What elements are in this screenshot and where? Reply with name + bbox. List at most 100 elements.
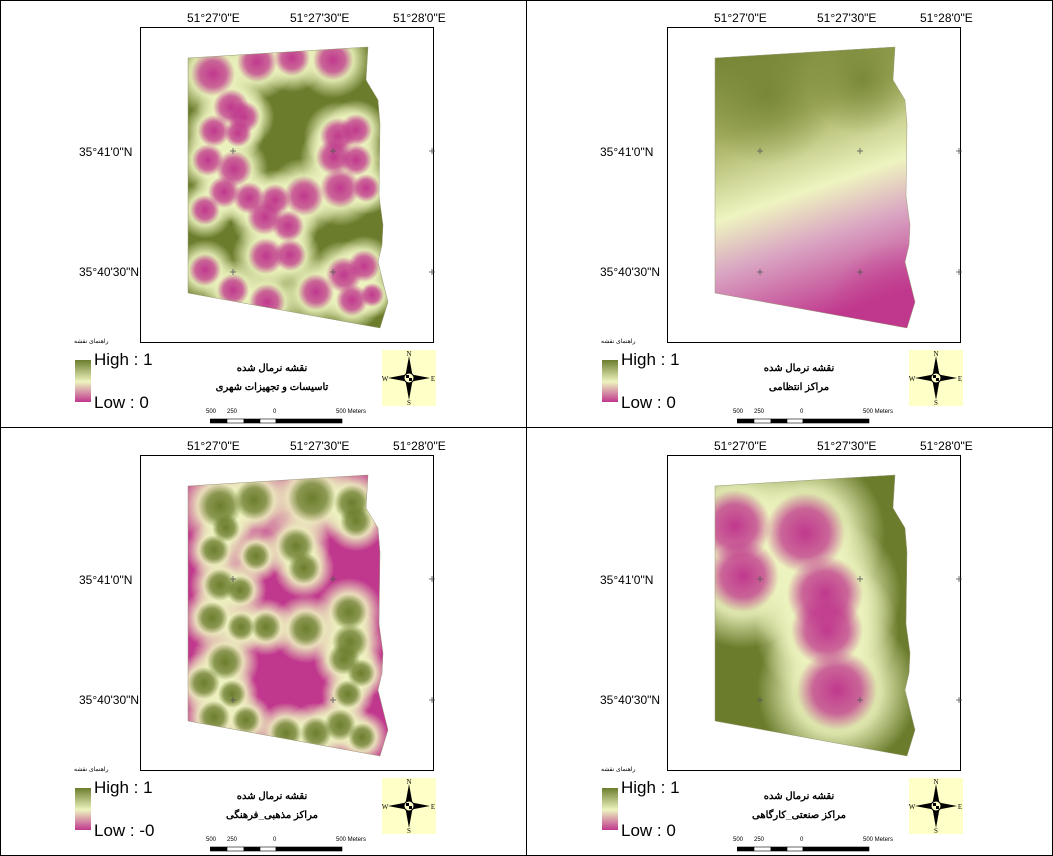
- legend-low-label: Low : -0: [94, 821, 155, 840]
- value-spot: [298, 274, 334, 310]
- value-spot: [320, 168, 360, 208]
- legend-color-ramp: [602, 360, 618, 402]
- legend-low-label: Low : 0: [621, 821, 676, 840]
- compass-label-s: S: [407, 399, 411, 406]
- north-arrow: N S E W: [909, 778, 963, 835]
- value-spot: [189, 254, 221, 286]
- latitude-label: 35°40'30"N: [79, 265, 140, 279]
- value-spot: [352, 174, 380, 202]
- compass-label-e: E: [958, 375, 962, 383]
- value-spot: [249, 284, 285, 320]
- value-spot: [274, 239, 306, 271]
- map-caption-line1: نقشه نرمال شده: [236, 791, 308, 802]
- scale-bar-label: 250: [227, 837, 238, 843]
- legend-high-label: High : 1: [94, 350, 153, 369]
- value-spot: [348, 250, 380, 282]
- longitude-label: 51°27'0"E: [187, 439, 240, 453]
- scale-bar: [210, 846, 343, 852]
- compass-label-n: N: [933, 778, 938, 786]
- compass-rose-icon: N S E W: [909, 350, 962, 407]
- compass-label-s: S: [407, 827, 411, 834]
- value-spot: [226, 576, 254, 604]
- legend-title: راهنمای نقشه: [601, 767, 636, 773]
- value-spot: [288, 611, 324, 647]
- value-spot: [232, 706, 260, 734]
- legend-title: راهنمای نقشه: [74, 339, 109, 345]
- value-spot: [284, 176, 324, 216]
- compass-label-s: S: [934, 399, 938, 406]
- value-spot: [188, 667, 220, 699]
- scale-bar-label: 500: [206, 409, 217, 415]
- value-spot: [192, 144, 224, 176]
- value-spot: [288, 552, 320, 584]
- value-spot: [248, 238, 284, 274]
- compass-label-s: S: [934, 827, 938, 834]
- longitude-label: 51°27'30"E: [290, 439, 350, 453]
- longitude-label: 51°27'0"E: [187, 11, 240, 25]
- value-spot: [348, 723, 376, 751]
- value-spot: [715, 540, 779, 612]
- north-arrow: N S E W: [382, 350, 436, 407]
- normalized-surface-map: [187, 46, 435, 329]
- scale-bar-label: 500 Meters: [336, 409, 367, 415]
- legend-color-ramp: [75, 788, 91, 830]
- compass-label-w: W: [382, 803, 389, 811]
- north-arrow: N S E W: [909, 350, 963, 407]
- scale-bar-label: 0: [800, 409, 804, 415]
- latitude-label: 35°41'0"N: [600, 145, 654, 159]
- value-spot: [237, 47, 277, 82]
- compass-label-e: E: [431, 375, 435, 383]
- compass-label-w: W: [382, 375, 389, 383]
- scale-bar-label: 500: [206, 837, 217, 843]
- compass-rose-icon: N S E W: [382, 350, 435, 407]
- map-caption-line1: نقشه نرمال شده: [236, 363, 308, 374]
- value-spot: [227, 613, 255, 641]
- grid-divider-vertical: [526, 0, 527, 856]
- compass-label-n: N: [406, 778, 411, 786]
- legend-title: راهنمای نقشه: [601, 339, 636, 345]
- value-spot: [765, 493, 845, 573]
- longitude-label: 51°27'30"E: [817, 11, 877, 25]
- value-spot: [331, 594, 367, 630]
- legend-high-label: High : 1: [94, 778, 153, 797]
- map-caption-line2: مراکز انتظامی: [768, 382, 830, 393]
- scale-bar-label: 250: [227, 409, 238, 415]
- latitude-label: 35°40'30"N: [79, 693, 140, 707]
- value-spot: [270, 717, 302, 749]
- scale-bar-label: 500 Meters: [336, 837, 367, 843]
- map-caption-line2: مراکز مذهبی_فرهنگی: [226, 810, 318, 821]
- normalized-surface-map: [714, 46, 962, 329]
- legend-high-label: High : 1: [621, 778, 680, 797]
- grid-divider-horizontal: [0, 427, 1053, 428]
- normalized-surface-map: [187, 474, 435, 757]
- value-spot: [340, 144, 372, 176]
- legend-low-label: Low : 0: [94, 393, 149, 412]
- value-spot: [313, 47, 353, 80]
- north-arrow: N S E W: [382, 778, 436, 835]
- value-spot: [207, 644, 243, 680]
- longitude-label: 51°27'30"E: [817, 439, 877, 453]
- scale-bar-label: 0: [800, 837, 804, 843]
- study-area-outline: [187, 474, 389, 757]
- latitude-label: 35°40'30"N: [600, 693, 661, 707]
- compass-label-w: W: [909, 803, 916, 811]
- value-spot: [360, 283, 384, 307]
- map-caption-line2: مراکز صنعتی_کارگاهی: [751, 810, 846, 821]
- value-spot: [234, 480, 274, 520]
- latitude-label: 35°41'0"N: [600, 573, 654, 587]
- study-area-outline: [714, 46, 916, 329]
- value-spot: [198, 115, 230, 147]
- longitude-label: 51°28'0"E: [393, 11, 446, 25]
- scale-bar-label: 500: [733, 409, 744, 415]
- map-panel-religious: 51°27'0"E 51°27'30"E 51°28'0"E 35°41'0"N 35°…: [0, 428, 526, 856]
- value-spot: [212, 514, 240, 542]
- longitude-label: 51°28'0"E: [393, 439, 446, 453]
- longitude-label: 51°27'30"E: [290, 11, 350, 25]
- longitude-label: 51°27'0"E: [714, 11, 767, 25]
- compass-label-n: N: [406, 350, 411, 358]
- longitude-label: 51°28'0"E: [920, 11, 973, 25]
- value-spot: [274, 47, 310, 76]
- legend-color-ramp: [75, 360, 91, 402]
- compass-rose-icon: N S E W: [382, 778, 435, 835]
- scale-bar-label: 250: [754, 409, 765, 415]
